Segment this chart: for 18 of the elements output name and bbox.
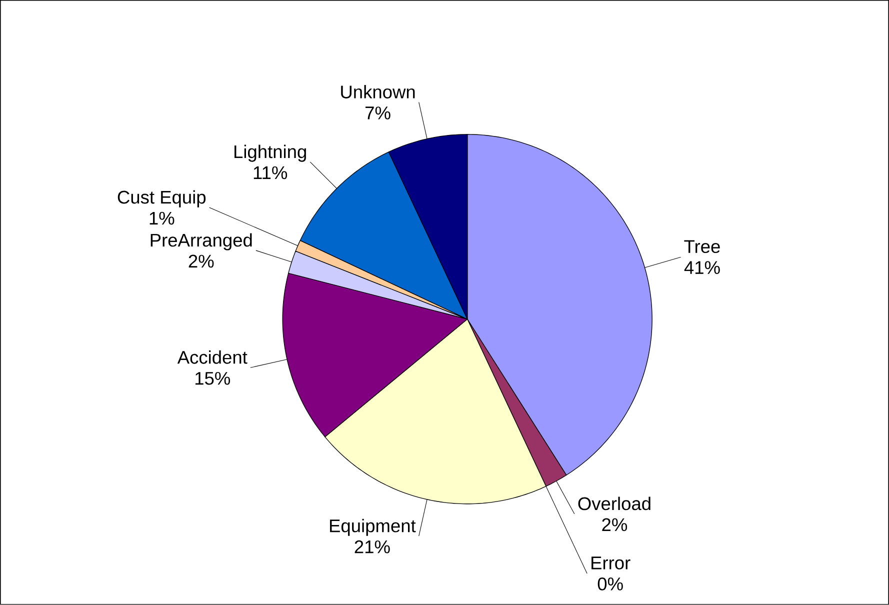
slice-label: Equipment	[330, 519, 416, 536]
category-label: Error	[592, 556, 630, 570]
slice-label: Accident	[177, 350, 248, 364]
data-label: 7%	[366, 106, 390, 120]
data-label: 41%	[684, 261, 720, 274]
data-label: 11%	[254, 166, 288, 180]
slice-label: Cust Equip	[118, 190, 206, 208]
slice-label: PreArranged	[150, 233, 252, 250]
slice-label: Lightning	[234, 144, 306, 162]
slice-label: Overload	[578, 496, 650, 510]
slice-label: Tree	[684, 240, 720, 254]
text: 0%	[598, 578, 623, 590]
data-label: 21%	[354, 540, 390, 554]
slice-label: Unknown	[341, 85, 415, 99]
data-label: 1%	[150, 212, 174, 225]
data-label: 15%	[196, 372, 230, 385]
data-label: 2%	[188, 254, 214, 268]
data-label: 2%	[602, 518, 628, 532]
